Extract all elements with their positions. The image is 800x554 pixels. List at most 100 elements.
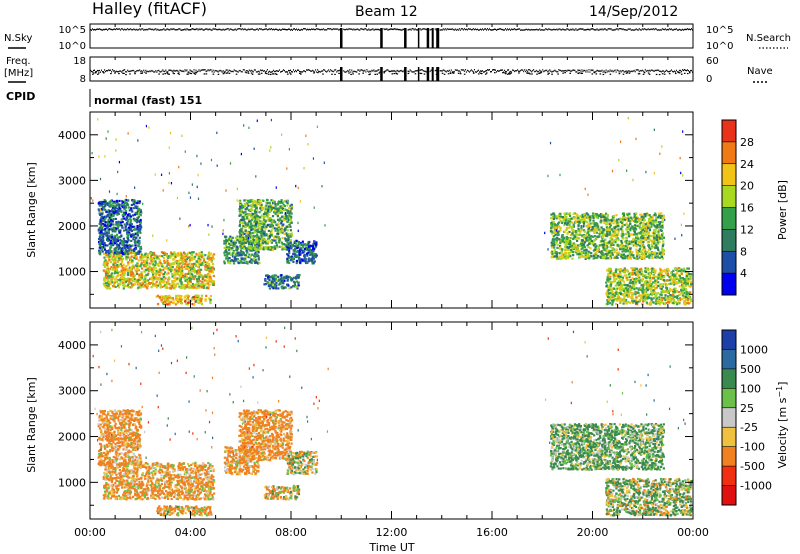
echo-cell <box>97 237 101 241</box>
nave-point <box>407 72 410 75</box>
freq-point <box>614 69 616 71</box>
freq-point <box>393 69 395 72</box>
freq-point <box>515 70 517 72</box>
freq-point <box>124 69 126 71</box>
nave-point <box>509 73 511 75</box>
echo-cell <box>127 285 130 289</box>
echo-cell <box>242 217 245 220</box>
nsky-point <box>206 28 208 30</box>
echo-cell <box>148 269 151 272</box>
echo-cell <box>130 252 134 255</box>
echo-cell <box>574 243 577 246</box>
nave-point <box>369 73 371 75</box>
echo-cell <box>553 246 556 249</box>
echo-cell <box>110 235 114 239</box>
echo-cell <box>145 259 148 262</box>
echo-cell <box>118 231 121 234</box>
echo-cell <box>111 208 114 211</box>
freq-point <box>195 69 197 71</box>
freq-point <box>172 70 174 72</box>
echo-cell <box>208 253 211 256</box>
echo-cell <box>309 251 312 254</box>
freq-point <box>454 69 456 71</box>
echo-cell <box>208 297 211 300</box>
echo-cell <box>282 223 285 226</box>
echo-cell <box>121 252 124 255</box>
nsky-point <box>393 28 395 30</box>
echo-cell <box>116 212 119 215</box>
echo-cell <box>267 229 270 233</box>
echo-cell <box>155 295 158 298</box>
freq-point <box>275 70 277 72</box>
echo-cell <box>114 270 117 273</box>
echo-cell <box>271 226 274 229</box>
echo-cell <box>191 267 194 270</box>
echo-cell <box>113 236 116 239</box>
echo-cell <box>135 255 138 258</box>
echo-cell <box>112 218 115 221</box>
freq-point <box>284 71 286 73</box>
nsky-point <box>294 28 296 30</box>
echo-cell <box>563 224 566 227</box>
echo-cell <box>173 280 176 283</box>
nsky-point <box>636 29 638 31</box>
echo-cell <box>305 243 308 247</box>
echo-cell <box>125 250 128 253</box>
echo-cell <box>101 250 104 253</box>
freq-point <box>680 70 682 73</box>
freq-point <box>411 71 413 73</box>
echo-cell <box>200 282 203 286</box>
freq-point <box>332 70 334 73</box>
echo-cell <box>196 265 199 268</box>
echo-cell <box>120 277 123 280</box>
nsky-point <box>629 28 631 30</box>
nsky-point <box>561 29 563 31</box>
freq-point <box>496 71 498 73</box>
freq-point <box>265 70 267 73</box>
nsky-point <box>360 28 362 30</box>
echo-cell <box>186 280 189 283</box>
echo-cell <box>233 241 236 244</box>
echo-cell <box>296 274 300 277</box>
freq-point <box>216 70 218 72</box>
echo-cell <box>306 248 309 251</box>
echo-cell <box>107 270 111 274</box>
echo-cell <box>226 255 229 258</box>
echo-cell <box>135 219 138 223</box>
freq-point <box>442 69 444 71</box>
nsky-point <box>200 28 202 30</box>
freq-point <box>231 70 233 73</box>
echo-cell <box>301 244 305 247</box>
echo-cell <box>101 219 104 223</box>
echo-cell <box>280 211 284 214</box>
nsky-point <box>212 28 214 30</box>
nsky-point <box>450 28 452 31</box>
nsky-point <box>570 28 572 30</box>
nsky-point <box>551 29 553 31</box>
nsky-point <box>195 28 197 30</box>
nave-point <box>271 73 274 75</box>
nave-point <box>267 73 270 75</box>
echo-cell <box>136 231 139 234</box>
echo-cell <box>620 247 623 250</box>
nsky-point <box>366 29 368 31</box>
echo-cell <box>295 259 299 263</box>
echo-cell <box>121 257 124 260</box>
echo-cell <box>306 261 309 264</box>
echo-cell <box>128 252 131 255</box>
nsky-point <box>443 29 445 31</box>
echo-cell <box>128 229 131 232</box>
echo-cell <box>256 201 259 205</box>
echo-cell <box>230 243 233 247</box>
echo-cell <box>201 261 204 264</box>
echo-cell <box>229 262 232 265</box>
nsky-point <box>613 29 615 31</box>
echo-cell <box>293 240 296 243</box>
echo-cell <box>131 244 134 247</box>
echo-cell <box>567 226 570 229</box>
echo-cell <box>600 250 603 253</box>
freq-point <box>200 69 202 72</box>
nsky-point <box>464 28 466 31</box>
echo-cell <box>117 282 120 285</box>
echo-cell <box>104 229 107 233</box>
